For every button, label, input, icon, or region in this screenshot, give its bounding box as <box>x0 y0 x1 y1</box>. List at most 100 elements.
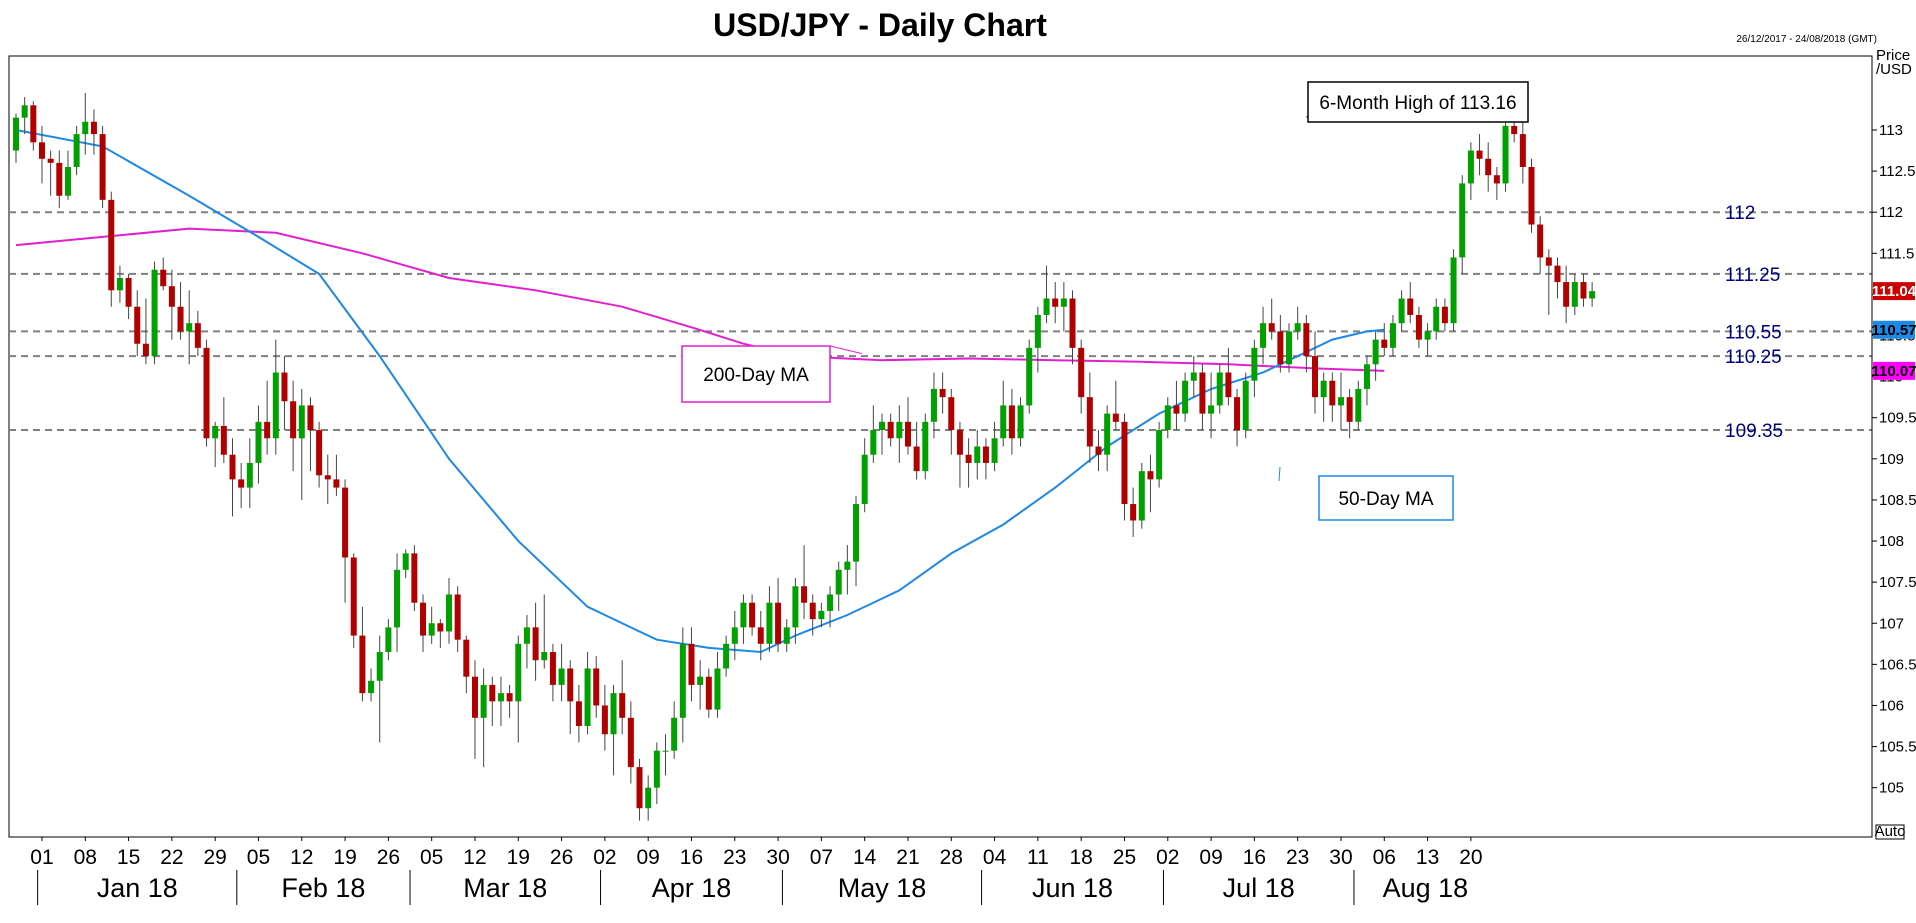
svg-text:6-Month High of 113.16: 6-Month High of 113.16 <box>1319 93 1516 114</box>
candle <box>705 668 712 718</box>
candle-body <box>90 121 97 135</box>
candle-body <box>1034 314 1041 348</box>
level-label: 109.35 <box>1725 421 1783 442</box>
candle-body <box>1277 331 1284 365</box>
candle-body <box>922 421 929 472</box>
candle-body <box>1372 339 1379 365</box>
plot-area <box>8 55 1873 838</box>
candle-body <box>558 668 565 685</box>
candle-body <box>723 643 730 669</box>
candle <box>1502 117 1509 192</box>
candle-body <box>151 269 158 357</box>
x-tick-label: 02 <box>593 846 616 869</box>
candle-body <box>30 105 37 143</box>
candle <box>697 660 704 710</box>
level-label: 110.25 <box>1725 347 1782 368</box>
candle-body <box>1251 347 1258 381</box>
month-label: May 18 <box>838 873 927 903</box>
candle-body <box>1580 282 1587 299</box>
candle <box>350 553 357 648</box>
candle <box>506 684 513 718</box>
price-tag: 110.07 <box>1871 361 1916 380</box>
candle <box>1138 462 1145 529</box>
candle-body <box>714 668 721 710</box>
candle-body <box>601 705 608 735</box>
y-tick-label: 107 <box>1879 615 1904 632</box>
y-tick-label: 113 <box>1879 122 1903 139</box>
candle-body <box>411 553 418 603</box>
candle-body <box>1346 397 1353 422</box>
candle-body <box>1441 306 1448 324</box>
ma200-annotation: 200-Day MA <box>681 345 831 403</box>
candle-body <box>740 602 747 628</box>
candle-body <box>264 421 271 439</box>
candle <box>471 660 478 759</box>
x-tick-label: 19 <box>333 846 356 869</box>
y-tick-label: 105.5 <box>1879 739 1916 756</box>
levels-layer: 112 111.25 110.55 110.25 109.35 <box>9 203 1872 442</box>
high-annotation: 6-Month High of 113.16 <box>1307 81 1529 123</box>
candle <box>523 615 530 669</box>
candle-body <box>1433 306 1440 332</box>
candle <box>662 734 669 776</box>
annotations-layer: 6-Month High of 113.16 200-Day MA 50-Day M… <box>681 81 1529 521</box>
candle-body <box>506 693 513 702</box>
candle <box>1537 216 1544 274</box>
candle <box>740 594 747 644</box>
candle-body <box>584 668 591 727</box>
candle-body <box>1225 372 1232 398</box>
candle-body <box>1138 471 1145 521</box>
x-tick-label: 20 <box>1459 846 1482 869</box>
candle-body <box>281 372 288 402</box>
candle <box>1268 298 1275 340</box>
candle-body <box>1008 405 1015 439</box>
svg-text:110.07: 110.07 <box>1871 363 1916 380</box>
candle-body <box>1234 397 1241 431</box>
candle-body <box>1095 446 1102 455</box>
candle <box>394 553 401 653</box>
candle-body <box>982 446 989 463</box>
y-axis-label-price: Price <box>1876 47 1910 64</box>
candle-body <box>73 134 80 167</box>
x-tick-label: 18 <box>1070 846 1093 869</box>
candle-body <box>47 158 54 163</box>
x-tick-label: 12 <box>290 846 313 869</box>
candle-body <box>342 487 349 558</box>
candle-body <box>688 643 695 685</box>
candle-body <box>428 623 435 636</box>
x-tick-label: 21 <box>896 846 919 869</box>
candle-body <box>272 372 279 439</box>
candle <box>1060 282 1067 332</box>
candle-body <box>1164 405 1171 431</box>
candle <box>1424 323 1431 357</box>
candle <box>1294 306 1301 340</box>
candle <box>645 775 652 821</box>
candle <box>731 610 738 661</box>
candle <box>1147 454 1154 513</box>
x-tick-label: 30 <box>1329 846 1352 869</box>
candle <box>454 586 461 653</box>
level-label: 110.55 <box>1725 322 1782 343</box>
candle <box>272 339 279 455</box>
candle-body <box>1121 421 1128 505</box>
candle <box>827 586 834 628</box>
candle <box>255 405 262 484</box>
candle <box>1571 273 1578 315</box>
candle <box>1398 290 1405 332</box>
candle-body <box>697 676 704 685</box>
candle <box>1095 430 1102 472</box>
candle <box>64 150 71 200</box>
x-tick-label: 29 <box>204 846 227 869</box>
x-tick-label: 12 <box>463 846 486 869</box>
candle-body <box>177 306 184 332</box>
candle <box>870 405 877 463</box>
candle <box>298 388 305 500</box>
candle-body <box>1502 125 1509 184</box>
candle-body <box>1381 339 1388 348</box>
candle-body <box>1511 125 1518 135</box>
x-tick-label: 07 <box>810 846 833 869</box>
x-axis: 01 08 15 22 29 05 12 19 26 05 12 19 26 02 09 16 23 30 07 14… <box>9 836 1872 905</box>
candle-body <box>792 586 799 628</box>
candle <box>1017 397 1024 447</box>
candle <box>134 290 141 357</box>
